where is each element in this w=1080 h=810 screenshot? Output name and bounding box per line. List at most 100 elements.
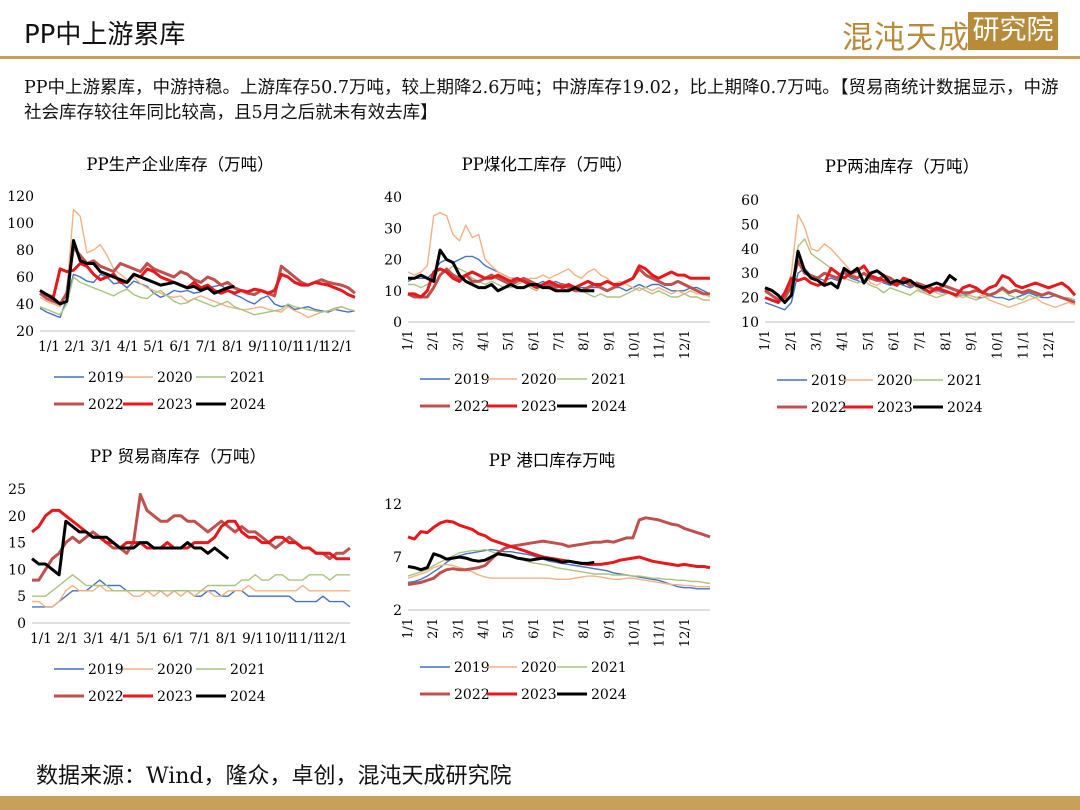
- y-tick-label: 10: [741, 315, 759, 331]
- x-tick-label: 2/1: [784, 330, 799, 351]
- chart-title: PP煤化工库存（万吨）: [462, 155, 633, 174]
- x-tick-label: 2/1: [426, 618, 441, 639]
- series-line-2021: [32, 574, 350, 597]
- series-line-2022: [764, 259, 1076, 304]
- y-tick-label: 100: [7, 216, 34, 232]
- summary-text: PP中上游累库，中游持稳。上游库存50.7万吨，较上期降2.6万吨；中游库存19…: [24, 78, 1059, 123]
- legend-label-2022: 2022: [88, 397, 124, 413]
- legend-label-2022: 2022: [454, 687, 490, 703]
- x-tick-label: 9/1: [602, 618, 617, 639]
- legend-label-2024: 2024: [230, 397, 266, 413]
- x-tick-label: 4/1: [477, 330, 492, 351]
- chart-port-inventory: PP 港口库存万吨 2 7 12 1/1 2/1 3/1 4/1 5/1 6/1 7/1 8/1 9/1…: [384, 451, 711, 703]
- y-tick-label: 120: [7, 189, 34, 205]
- legend-label-2019: 2019: [88, 662, 124, 678]
- x-tick-label: 8/1: [577, 330, 592, 351]
- legend-label-2019: 2019: [811, 373, 847, 389]
- x-tick-label: 11/1: [296, 339, 326, 355]
- footer-bar: [0, 796, 1080, 810]
- y-tick-label: 0: [393, 315, 402, 331]
- x-tick-label: 11/1: [1016, 330, 1031, 359]
- x-tick-label: 11/1: [653, 618, 668, 647]
- legend-label-2023: 2023: [157, 689, 193, 705]
- x-tick-label: 11/1: [291, 631, 321, 647]
- legend-label-2019: 2019: [454, 660, 490, 676]
- legend-label-2023: 2023: [157, 397, 193, 413]
- legend-label-2024: 2024: [947, 400, 983, 416]
- legend-label-2020: 2020: [157, 662, 193, 678]
- legend-label-2020: 2020: [521, 372, 557, 388]
- legend-label-2023: 2023: [877, 400, 913, 416]
- y-tick-label: 30: [384, 221, 402, 237]
- series-line-2024: [408, 248, 595, 293]
- y-tick-label: 60: [741, 193, 759, 209]
- legend-label-2021: 2021: [947, 373, 983, 389]
- x-tick-label: 6/1: [527, 618, 542, 639]
- legend-label-2022: 2022: [811, 400, 847, 416]
- logo-box-text: 研究院: [968, 12, 1058, 50]
- x-tick-label: 10/1: [628, 330, 643, 359]
- x-tick-label: 8/1: [222, 339, 244, 355]
- series-line-2020: [32, 584, 350, 608]
- y-tick-label: 20: [384, 253, 402, 269]
- legend-label-2024: 2024: [230, 689, 266, 705]
- y-tick-label: 40: [16, 297, 34, 313]
- legend-label-2021: 2021: [230, 662, 266, 678]
- x-tick-label: 1/1: [30, 631, 52, 647]
- x-tick-label: 10/1: [264, 631, 294, 647]
- x-tick-label: 4/1: [836, 330, 851, 351]
- x-tick-label: 6/1: [163, 631, 185, 647]
- x-tick-label: 1/1: [38, 339, 60, 355]
- legend-label-2021: 2021: [591, 660, 627, 676]
- x-tick-label: 8/1: [939, 330, 954, 351]
- x-tick-label: 8/1: [577, 618, 592, 639]
- x-tick-label: 2/1: [57, 631, 79, 647]
- series-line-2020: [407, 563, 710, 588]
- x-tick-label: 7/1: [189, 631, 211, 647]
- x-tick-label: 9/1: [242, 631, 264, 647]
- series-line-2020: [764, 213, 1076, 309]
- y-tick-label: 20: [741, 291, 759, 307]
- y-tick-label: 10: [384, 284, 402, 300]
- x-tick-label: 6/1: [887, 330, 902, 351]
- y-tick-label: 80: [16, 243, 34, 259]
- x-tick-label: 5/1: [143, 339, 165, 355]
- x-tick-label: 9/1: [248, 339, 270, 355]
- x-tick-label: 3/1: [451, 618, 466, 639]
- y-tick-label: 40: [384, 190, 402, 206]
- chart-coal-chemical-inventory: PP煤化工库存（万吨） 0 10 20 30 40 1/1 2/1 3/1 4/1 5/1 6/1 7/…: [384, 155, 711, 415]
- x-tick-label: 4/1: [477, 618, 492, 639]
- x-tick-label: 9/1: [602, 330, 617, 351]
- x-tick-label: 3/1: [83, 631, 105, 647]
- x-tick-label: 7/1: [196, 339, 218, 355]
- y-tick-label: 2: [393, 603, 402, 619]
- y-tick-label: 40: [741, 242, 759, 258]
- legend-label-2024: 2024: [591, 399, 627, 415]
- x-tick-label: 4/1: [117, 339, 139, 355]
- x-tick-label: 6/1: [169, 339, 191, 355]
- x-tick-label: 12/1: [323, 339, 353, 355]
- x-tick-label: 7/1: [552, 330, 567, 351]
- x-tick-label: 3/1: [91, 339, 113, 355]
- x-tick-label: 1/1: [401, 618, 416, 639]
- series-line-2023: [408, 264, 710, 299]
- logo-text: 混沌天成: [842, 20, 970, 56]
- legend-label-2023: 2023: [521, 687, 557, 703]
- x-tick-label: 5/1: [502, 330, 517, 351]
- y-tick-label: 5: [17, 589, 26, 605]
- x-tick-label: 6/1: [527, 330, 542, 351]
- x-tick-label: 5/1: [136, 631, 158, 647]
- x-tick-label: 7/1: [552, 618, 567, 639]
- y-tick-label: 20: [8, 509, 26, 525]
- series-line-2023: [407, 519, 711, 570]
- x-tick-label: 10/1: [991, 330, 1006, 359]
- brand-logo: 混沌天成 研究院: [842, 12, 1058, 56]
- legend-label-2020: 2020: [521, 660, 557, 676]
- y-tick-label: 30: [741, 266, 759, 282]
- chart-producer-inventory: PP生产企业库存（万吨） 20 40 60 80 100 120 1/1 2/1 3/1 4/1 5/…: [7, 155, 356, 413]
- y-tick-label: 7: [393, 550, 402, 566]
- x-tick-label: 12/1: [678, 330, 693, 359]
- x-tick-label: 12/1: [678, 618, 693, 647]
- y-tick-label: 0: [17, 616, 26, 632]
- legend-label-2019: 2019: [88, 370, 124, 386]
